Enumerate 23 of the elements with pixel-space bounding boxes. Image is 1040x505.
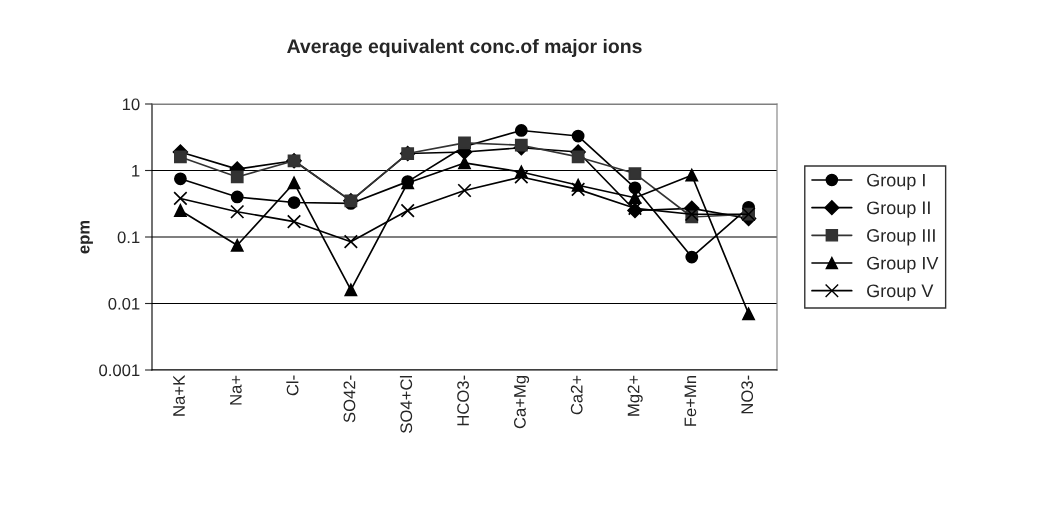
x-tick-label: Na+ [230, 375, 242, 405]
x-tick-label: Cl- [286, 375, 299, 396]
x-tick-label: NO3- [741, 375, 754, 414]
x-tick-label: Mg2+ [627, 375, 643, 416]
x-tick-label: HCO3- [457, 375, 469, 426]
legend-label: Group IV [867, 256, 939, 274]
x-tick-label: Ca2+ [570, 375, 583, 415]
x-tick-label: SO4+Cl [399, 375, 413, 433]
y-axis-title: epm [80, 220, 93, 254]
y-tick-label: 0.1 [117, 231, 140, 244]
legend-label: Group III [867, 229, 935, 246]
y-tick-label: 10 [122, 98, 140, 111]
y-tick-label: 1 [132, 165, 140, 177]
legend-label: Group V [867, 284, 934, 301]
x-tick-label: Ca+Mg [513, 375, 530, 429]
x-tick-label: Na+K [173, 375, 185, 416]
x-tick-label: SO42- [343, 375, 356, 423]
chart-title: Average equivalent conc.of major ions [287, 38, 642, 58]
x-tick-label: Fe+Mn [684, 375, 697, 426]
legend-label: Group II [867, 201, 930, 218]
legend-label: Group I [867, 173, 925, 191]
y-tick-label: 0.001 [99, 364, 140, 377]
y-tick-label: 0.01 [108, 297, 140, 310]
